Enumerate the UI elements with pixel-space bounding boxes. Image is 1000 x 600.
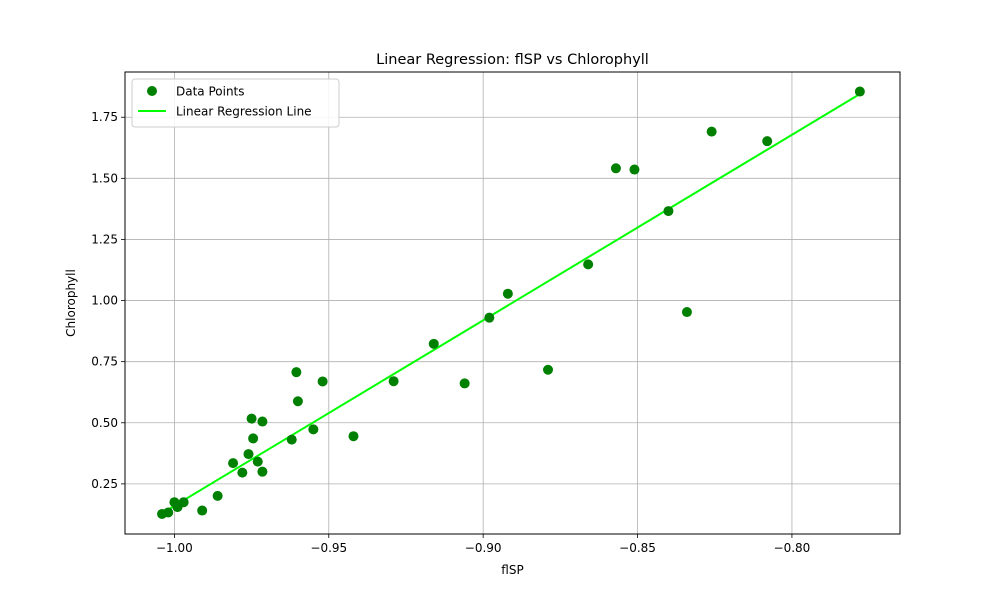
data-point [583,259,594,270]
legend-label-data-points: Data Points [176,85,245,99]
data-point [163,507,174,518]
data-point [681,307,692,318]
plot-area-frame [124,71,901,535]
grid-lines [125,72,900,534]
data-point [252,456,263,467]
data-point [178,497,189,508]
legend-marker-data-points [147,86,157,96]
data-point [706,126,717,137]
data-point [663,206,674,217]
legend-box [131,78,340,128]
data-point [257,416,268,427]
data-point [543,364,554,375]
y-tick-label: 0.50 [91,416,118,430]
data-point [291,367,302,378]
data-point [243,449,254,460]
legend-label-regression-line: Linear Regression Line [176,105,312,119]
data-point [484,312,495,323]
data-point [246,413,257,424]
data-point [502,288,513,299]
data-point [459,378,470,389]
x-axis-label: flSP [501,563,523,577]
data-point [610,163,621,174]
y-tick-label: 1.00 [91,294,118,308]
data-point [854,86,865,97]
chart-title: Linear Regression: flSP vs Chlorophyll [376,52,649,68]
data-point [308,424,319,435]
data-point [629,164,640,175]
data-point [228,458,239,469]
x-tick-label: −0.80 [774,541,811,555]
y-tick-label: 0.75 [91,355,118,369]
x-tick-label: −0.95 [310,541,347,555]
y-axis-label: Chlorophyll [64,269,78,337]
data-point [388,376,399,387]
x-tick-label: −1.00 [156,541,193,555]
y-axis: 0.25 0.50 0.75 1.00 1.25 1.50 1.75 [91,110,125,491]
x-tick-label: −0.90 [465,541,502,555]
regression-line-group [161,93,861,515]
legend: Data Points Linear Regression Line [131,78,340,128]
data-point [248,433,259,444]
data-points-group [157,86,865,519]
regression-line [161,93,861,515]
data-point [286,434,297,445]
x-tick-label: −0.85 [619,541,656,555]
x-axis: −1.00 −0.95 −0.90 −0.85 −0.80 [156,534,810,555]
y-tick-label: 1.75 [91,110,118,124]
y-tick-label: 1.25 [91,232,118,246]
data-point [317,376,328,387]
data-point [237,467,248,478]
data-point [197,505,208,516]
y-tick-label: 1.50 [91,171,118,185]
data-point [428,338,439,349]
data-point [257,466,268,477]
data-point [348,431,359,442]
y-tick-label: 0.25 [91,477,118,491]
data-point [292,396,303,407]
data-point [762,136,773,147]
data-point [212,490,223,501]
